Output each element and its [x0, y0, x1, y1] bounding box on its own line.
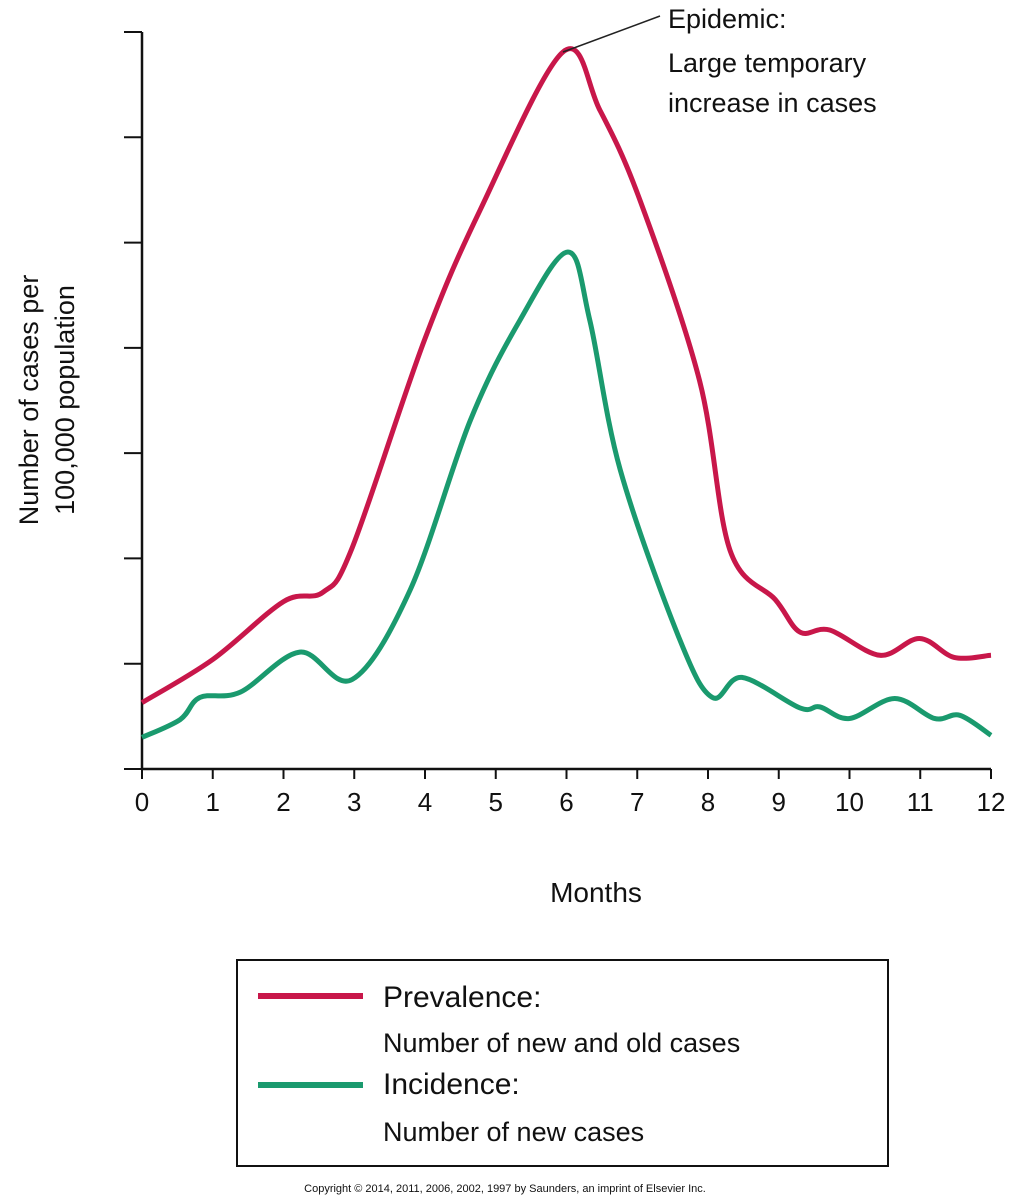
- legend-label-incidence: Incidence:: [383, 1068, 520, 1101]
- legend-label-prevalence: Prevalence:: [383, 981, 541, 1014]
- x-tick-label: 2: [276, 787, 290, 817]
- x-tick-label: 11: [907, 787, 934, 817]
- x-tick-label: 1: [206, 787, 220, 817]
- legend: Prevalence: Number of new and old cases …: [236, 959, 889, 1167]
- annotation-line-2: Large temporary: [668, 48, 867, 78]
- x-tick-label: 7: [630, 787, 644, 817]
- y-axis-label-line-1: Number of cases per: [14, 275, 44, 526]
- x-tick-label: 6: [559, 787, 573, 817]
- x-tick-label: 0: [135, 787, 149, 817]
- annotation-leader-line: [562, 15, 661, 53]
- y-axis-label: Number of cases per 100,000 population: [14, 275, 80, 526]
- x-tick-label: 12: [977, 787, 1006, 817]
- y-axis-label-line-2: 100,000 population: [50, 285, 80, 515]
- legend-desc-incidence: Number of new cases: [383, 1117, 644, 1147]
- series-lines: [140, 46, 993, 740]
- x-tick-labels: 0 1 2 3 4 5 6 7 8 9 10 11 12: [135, 787, 1006, 817]
- x-tick-label: 4: [418, 787, 432, 817]
- legend-desc-prevalence: Number of new and old cases: [383, 1028, 740, 1058]
- copyright-text: Copyright © 2014, 2011, 2006, 2002, 1997…: [304, 1183, 706, 1195]
- x-tick-label: 5: [489, 787, 503, 817]
- x-tick-label: 10: [835, 787, 864, 817]
- x-tick-label: 9: [772, 787, 786, 817]
- annotation-line-3: increase in cases: [668, 88, 877, 118]
- x-tick-label: 3: [347, 787, 361, 817]
- series-line-incidence: [140, 249, 993, 740]
- series-line-prevalence: [140, 46, 992, 705]
- x-axis-label: Months: [550, 877, 642, 908]
- annotation-line-1: Epidemic:: [668, 4, 787, 34]
- x-tick-label: 8: [701, 787, 715, 817]
- axes: [124, 31, 992, 779]
